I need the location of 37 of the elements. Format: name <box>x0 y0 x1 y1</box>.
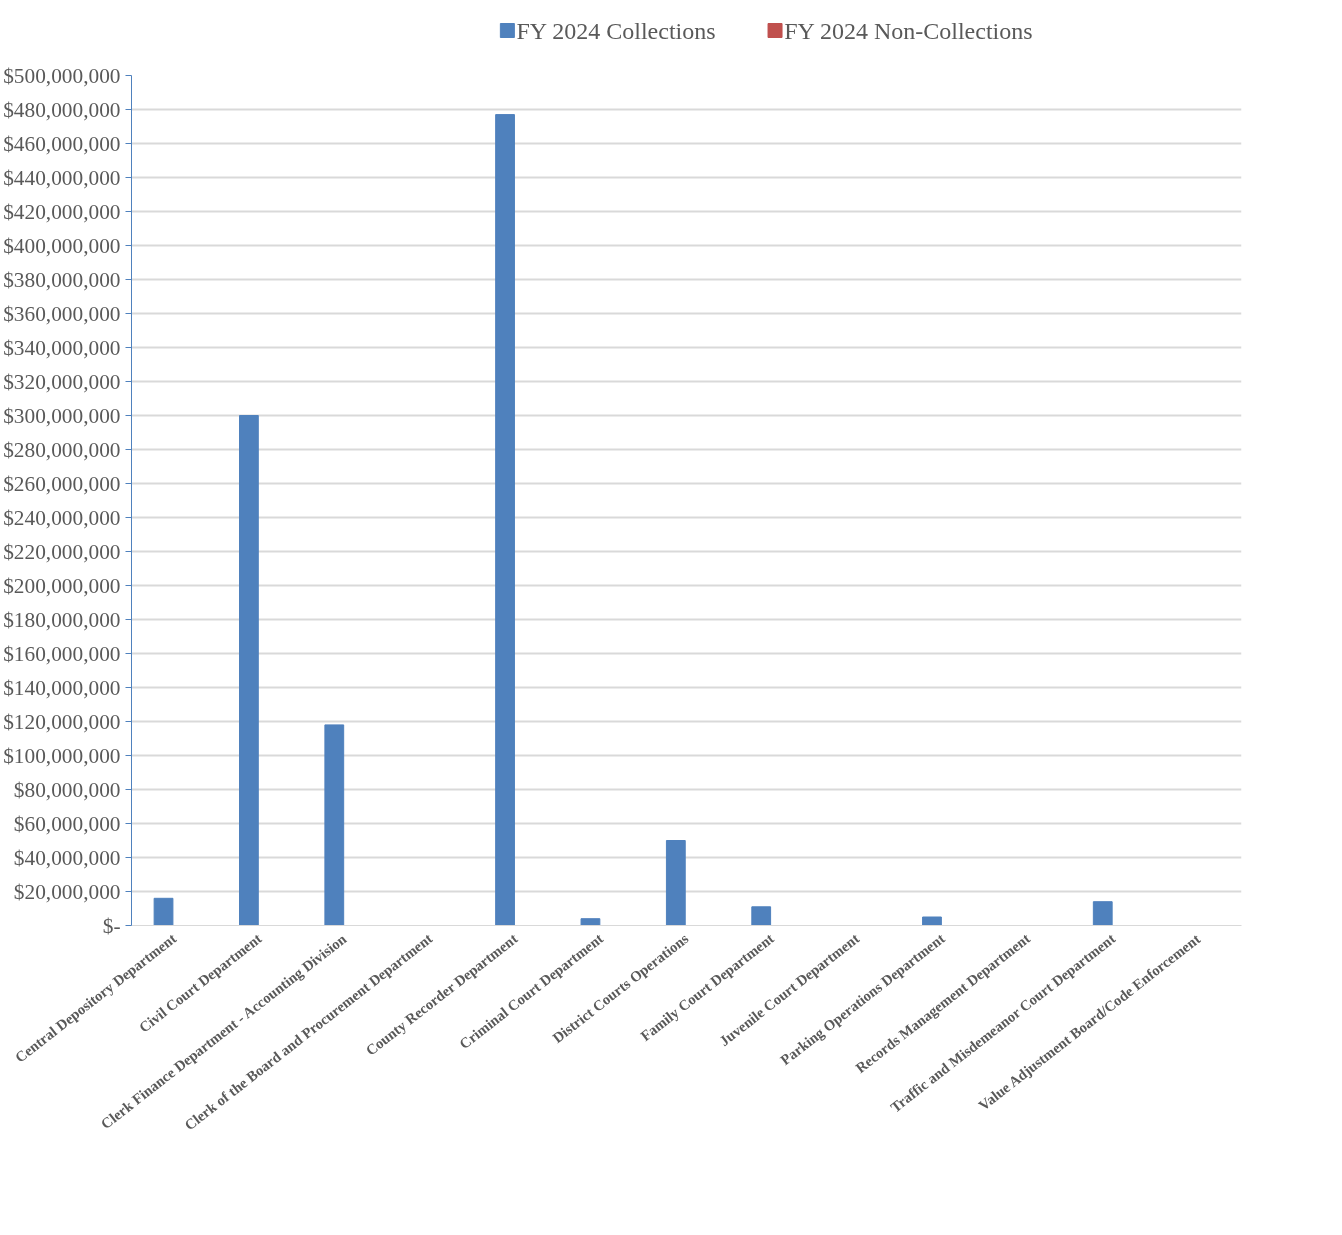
bar <box>1092 901 1113 926</box>
y-tick-label: $440,000,000 <box>3 165 121 190</box>
bar <box>922 916 942 926</box>
y-tick-label: $480,000,000 <box>3 97 121 122</box>
y-tick-label: $200,000,000 <box>3 573 121 598</box>
y-tick-label: $80,000,000 <box>13 777 121 802</box>
y-tick-label: $40,000,000 <box>13 845 121 870</box>
y-tick-label: $20,000,000 <box>13 879 121 904</box>
y-tick-label: $60,000,000 <box>13 811 121 836</box>
y-tick-label: $260,000,000 <box>3 471 121 496</box>
y-tick-label: $360,000,000 <box>3 301 121 326</box>
y-tick-label: $380,000,000 <box>3 267 121 292</box>
legend-label: FY 2024 Collections <box>516 17 716 44</box>
y-tick-label: $280,000,000 <box>3 437 121 462</box>
legend-label: FY 2024 Non-Collections <box>784 17 1033 44</box>
y-tick-label: $220,000,000 <box>3 539 121 564</box>
y-tick-label: $500,000,000 <box>3 63 121 88</box>
y-tick-label: $180,000,000 <box>3 607 121 632</box>
y-tick-label: $160,000,000 <box>3 641 121 666</box>
y-tick-label: $100,000,000 <box>3 743 121 768</box>
bar <box>580 918 601 926</box>
y-tick-label: $140,000,000 <box>3 675 121 700</box>
y-tick-label: $460,000,000 <box>3 131 121 156</box>
y-tick-label: $400,000,000 <box>3 233 121 258</box>
bar <box>324 724 345 926</box>
y-tick-label: $120,000,000 <box>3 709 121 734</box>
y-tick-label: $- <box>102 913 121 938</box>
bar <box>665 840 686 926</box>
y-tick-label: $300,000,000 <box>3 403 121 428</box>
bar <box>153 897 174 926</box>
y-tick-label: $320,000,000 <box>3 369 121 394</box>
bar <box>495 114 515 926</box>
bar <box>751 906 772 926</box>
y-tick-label: $340,000,000 <box>3 335 121 360</box>
bar <box>239 415 259 926</box>
y-tick-label: $420,000,000 <box>3 199 121 224</box>
y-tick-label: $240,000,000 <box>3 505 121 530</box>
